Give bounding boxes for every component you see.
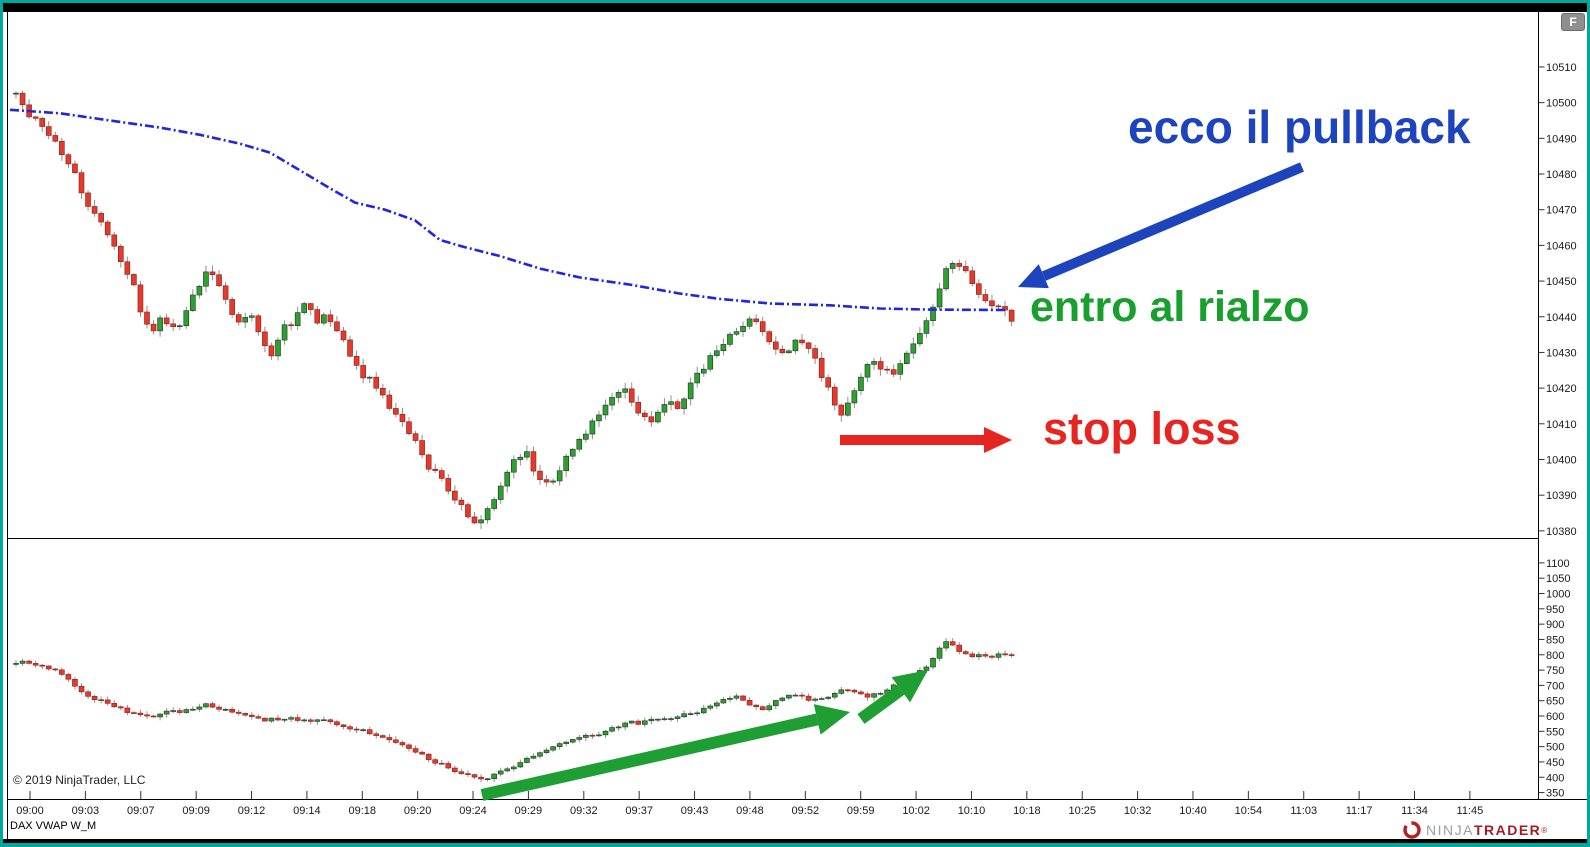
focus-button[interactable]: F (1561, 13, 1585, 31)
annotation-entry[interactable]: entro al rialzo (1030, 283, 1310, 331)
svg-text:10:32: 10:32 (1124, 805, 1152, 817)
svg-text:09:00: 09:00 (16, 805, 44, 817)
svg-text:11:03: 11:03 (1290, 805, 1317, 817)
svg-text:10:25: 10:25 (1068, 805, 1096, 817)
svg-text:09:32: 09:32 (570, 805, 598, 817)
drawn-arrows[interactable] (480, 162, 1304, 801)
svg-text:11:45: 11:45 (1457, 805, 1484, 817)
logo-trader-text: TRADER (1473, 822, 1542, 838)
svg-text:09:24: 09:24 (459, 805, 487, 817)
vwap-line[interactable] (9, 108, 1006, 312)
stoploss-arrow[interactable] (840, 427, 1012, 453)
chart-frame (7, 12, 1587, 839)
svg-text:10440: 10440 (1546, 312, 1577, 324)
ninjatrader-logo: NINJA TRADER ® (1402, 820, 1549, 840)
svg-text:09:18: 09:18 (349, 805, 377, 817)
annotation-stop[interactable]: stop loss (1043, 403, 1241, 454)
svg-text:10480: 10480 (1546, 169, 1577, 181)
svg-text:1000: 1000 (1546, 589, 1570, 601)
pullback-arrow[interactable] (1018, 162, 1304, 289)
svg-text:10410: 10410 (1546, 419, 1577, 431)
svg-text:10500: 10500 (1546, 98, 1577, 110)
svg-text:10380: 10380 (1546, 526, 1577, 538)
svg-text:09:59: 09:59 (847, 805, 875, 817)
svg-text:10430: 10430 (1546, 347, 1577, 359)
svg-text:10:40: 10:40 (1179, 805, 1207, 817)
price-candles (13, 90, 1015, 529)
svg-text:10:02: 10:02 (902, 805, 930, 817)
svg-text:900: 900 (1546, 619, 1564, 631)
delta-trend-arrow[interactable] (480, 704, 850, 801)
svg-text:10510: 10510 (1546, 62, 1577, 74)
svg-text:09:20: 09:20 (404, 805, 432, 817)
svg-text:10:54: 10:54 (1235, 805, 1263, 817)
svg-text:09:09: 09:09 (182, 805, 210, 817)
price-axis[interactable]: 10510 10500 10490 10480 10470 10460 10450 10440… (1538, 62, 1577, 800)
svg-text:10390: 10390 (1546, 490, 1577, 502)
svg-text:09:07: 09:07 (127, 805, 155, 817)
logo-registered-mark: ® (1541, 825, 1549, 835)
chart-background (3, 12, 1587, 839)
svg-text:1100: 1100 (1546, 558, 1570, 570)
svg-text:10:10: 10:10 (958, 805, 986, 817)
svg-text:10450: 10450 (1546, 276, 1577, 288)
copyright-label: © 2019 NinjaTrader, LLC (13, 773, 146, 787)
svg-text:09:48: 09:48 (736, 805, 764, 817)
svg-text:350: 350 (1546, 788, 1564, 800)
svg-text:650: 650 (1546, 696, 1564, 708)
svg-text:400: 400 (1546, 772, 1564, 784)
svg-text:11:17: 11:17 (1346, 805, 1373, 817)
svg-text:10460: 10460 (1546, 240, 1577, 252)
svg-text:500: 500 (1546, 742, 1564, 754)
svg-text:09:14: 09:14 (293, 805, 321, 817)
svg-text:09:52: 09:52 (792, 805, 820, 817)
svg-text:09:03: 09:03 (72, 805, 100, 817)
delta-breakout-arrow[interactable] (857, 670, 928, 724)
svg-text:550: 550 (1546, 726, 1564, 738)
svg-text:1050: 1050 (1546, 573, 1570, 585)
bottom-border (3, 839, 1587, 843)
svg-text:09:29: 09:29 (515, 805, 543, 817)
svg-text:700: 700 (1546, 680, 1564, 692)
window-title-bar (3, 3, 1587, 12)
svg-text:950: 950 (1546, 604, 1564, 616)
svg-text:600: 600 (1546, 711, 1564, 723)
logo-ninja-text: NINJA (1426, 822, 1474, 838)
svg-text:10420: 10420 (1546, 383, 1577, 395)
svg-text:10:18: 10:18 (1013, 805, 1041, 817)
svg-text:09:37: 09:37 (625, 805, 653, 817)
time-axis[interactable]: 09:00 09:03 09:07 09:09 09:12 09:14 09:18 09:20… (16, 791, 1483, 817)
svg-text:850: 850 (1546, 634, 1564, 646)
svg-text:800: 800 (1546, 650, 1564, 662)
ninjatrader-logo-icon (1403, 821, 1421, 839)
svg-text:750: 750 (1546, 665, 1564, 677)
svg-text:10470: 10470 (1546, 205, 1577, 217)
instrument-label: DAX VWAP W_M (10, 820, 97, 832)
annotation-pullback[interactable]: ecco il pullback (1128, 101, 1471, 153)
svg-text:10400: 10400 (1546, 454, 1577, 466)
svg-text:11:34: 11:34 (1401, 805, 1428, 817)
svg-text:450: 450 (1546, 757, 1564, 769)
svg-text:10490: 10490 (1546, 133, 1577, 145)
svg-text:09:43: 09:43 (681, 805, 709, 817)
svg-text:09:12: 09:12 (238, 805, 266, 817)
